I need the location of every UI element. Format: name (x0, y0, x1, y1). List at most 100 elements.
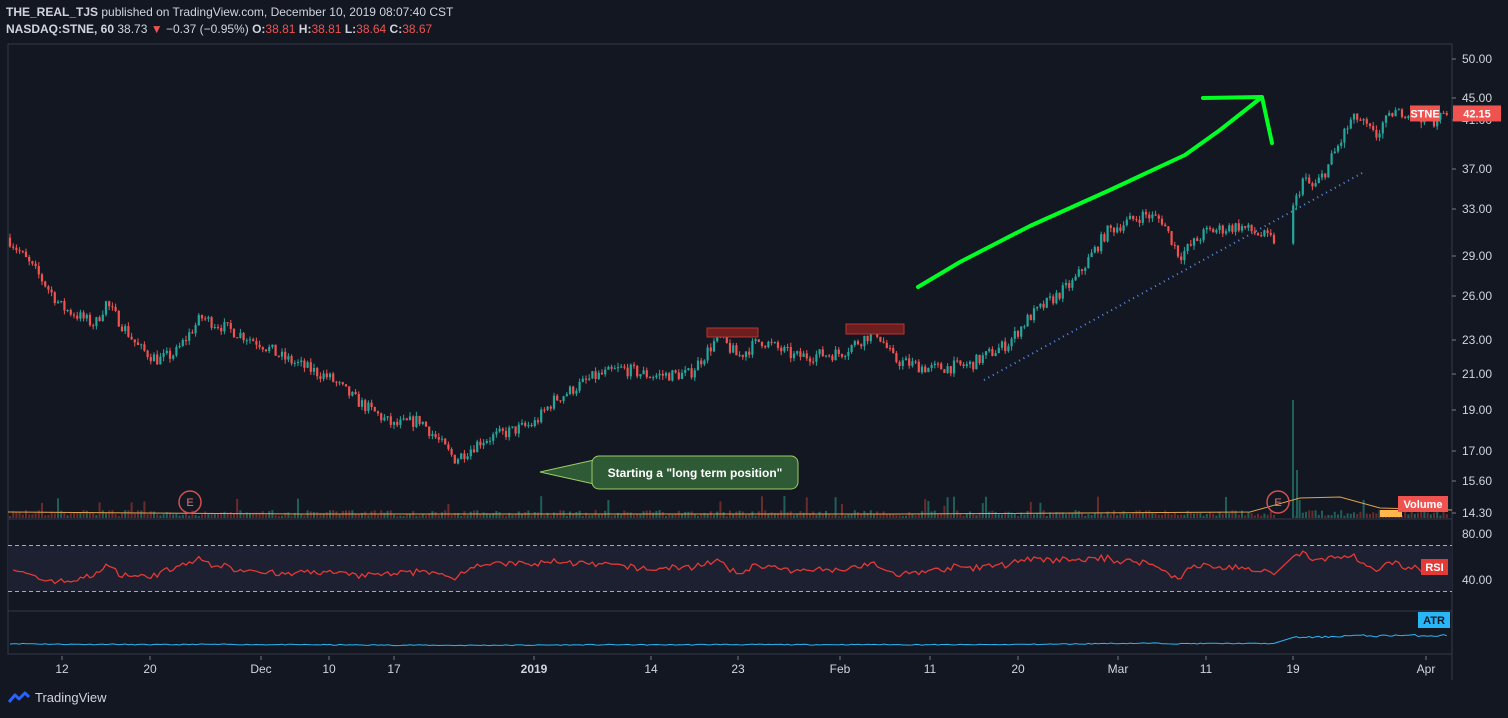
candle-body (396, 421, 399, 426)
volume-bar (34, 513, 37, 518)
candle (994, 350, 997, 357)
candle-body (380, 413, 383, 421)
volume-bar (210, 512, 213, 518)
candle-body (533, 420, 536, 427)
candle (1346, 125, 1349, 135)
candle-body (1375, 129, 1378, 138)
atr-line (9, 633, 1447, 647)
candle (408, 412, 412, 421)
candle-body (1224, 231, 1228, 234)
candle (690, 363, 693, 380)
candle-body (28, 256, 31, 262)
candle-body (1000, 341, 1004, 348)
candlestick-series[interactable] (8, 107, 1448, 465)
candle-body (412, 416, 415, 427)
volume-bar (1023, 514, 1026, 518)
candle (703, 359, 706, 367)
candle (229, 319, 232, 333)
candle (412, 415, 415, 432)
volume-bar (898, 515, 901, 518)
candle-body (1397, 109, 1400, 111)
candle (844, 354, 847, 360)
candle-body (594, 371, 597, 379)
volume-bar (1417, 512, 1419, 518)
candle (1061, 282, 1064, 303)
volume-bar (1327, 514, 1330, 518)
candle-body (610, 366, 613, 369)
volume-bar (73, 512, 75, 518)
candle (949, 365, 952, 377)
volume-bar (1001, 514, 1003, 518)
volume-bar (15, 511, 18, 518)
volume-bars (7, 400, 1453, 518)
candle-body (140, 344, 143, 346)
candle-body (1068, 282, 1071, 288)
author-name[interactable]: THE_REAL_TJS (6, 5, 99, 19)
volume-bar (1330, 515, 1333, 518)
candle-body (1240, 226, 1244, 231)
candle (530, 422, 533, 428)
candle-body (802, 353, 805, 357)
candle (191, 329, 194, 334)
volume-bar (575, 512, 578, 518)
volume-bar (988, 511, 991, 518)
candle (351, 391, 354, 397)
candle-body (431, 434, 434, 436)
candle-body (552, 395, 556, 409)
volume-bar (1103, 515, 1106, 518)
callout-box (591, 455, 799, 490)
candle-body (239, 332, 242, 338)
volume-bar (159, 515, 162, 518)
candle-body (165, 350, 168, 354)
candle-body (684, 369, 687, 373)
candle-body (1381, 122, 1384, 134)
atr-pane[interactable] (9, 633, 1447, 647)
drawings-layer[interactable]: Starting a "long term position" E E (178, 95, 1365, 514)
candle-body (908, 358, 911, 366)
candle (60, 300, 63, 304)
candle (207, 315, 210, 323)
candle-body (844, 355, 847, 357)
support-trendline (983, 171, 1365, 381)
candle (1004, 337, 1007, 354)
candle (1151, 211, 1154, 222)
candle (88, 312, 92, 327)
volume-bar (1234, 510, 1237, 518)
candle (556, 393, 559, 401)
candle-body (440, 438, 444, 440)
candle-body (1020, 326, 1023, 337)
candle-body (1372, 125, 1375, 130)
candle (1096, 246, 1100, 254)
rsi-pane[interactable] (8, 545, 1452, 592)
candle-body (783, 347, 786, 352)
volume-bar (1266, 514, 1269, 518)
candle-body (626, 367, 629, 377)
volume-bar (108, 510, 111, 518)
volume-bar (239, 510, 242, 518)
candle-body (796, 351, 799, 354)
candle-body (376, 411, 380, 414)
volume-bar (498, 512, 501, 518)
candle-body (751, 340, 754, 355)
volume-bar (1177, 514, 1179, 518)
candle-body (1183, 251, 1186, 261)
volume-bar (1317, 514, 1320, 518)
volume-bar (725, 515, 728, 518)
candle (1103, 232, 1106, 243)
candle (220, 324, 223, 335)
candle-body (1202, 229, 1205, 241)
tradingview-logo[interactable]: TradingView (8, 690, 107, 705)
symbol-label[interactable]: NASDAQ:STNE, 60 (6, 22, 115, 36)
axes[interactable]: 50.0045.0041.0037.0033.0029.0026.0023.00… (55, 52, 1501, 676)
volume-bar (1410, 510, 1413, 518)
candle-body (607, 366, 610, 370)
volume-bar (706, 513, 709, 518)
volume-bar (1004, 511, 1007, 518)
candle (760, 341, 764, 349)
candle (588, 374, 591, 382)
volume-bar (565, 515, 568, 518)
candle-body (924, 366, 927, 373)
chart-canvas[interactable]: Starting a "long term position" E E 50.00 4… (0, 0, 1508, 690)
candle (325, 369, 328, 380)
candle-body (956, 360, 959, 362)
